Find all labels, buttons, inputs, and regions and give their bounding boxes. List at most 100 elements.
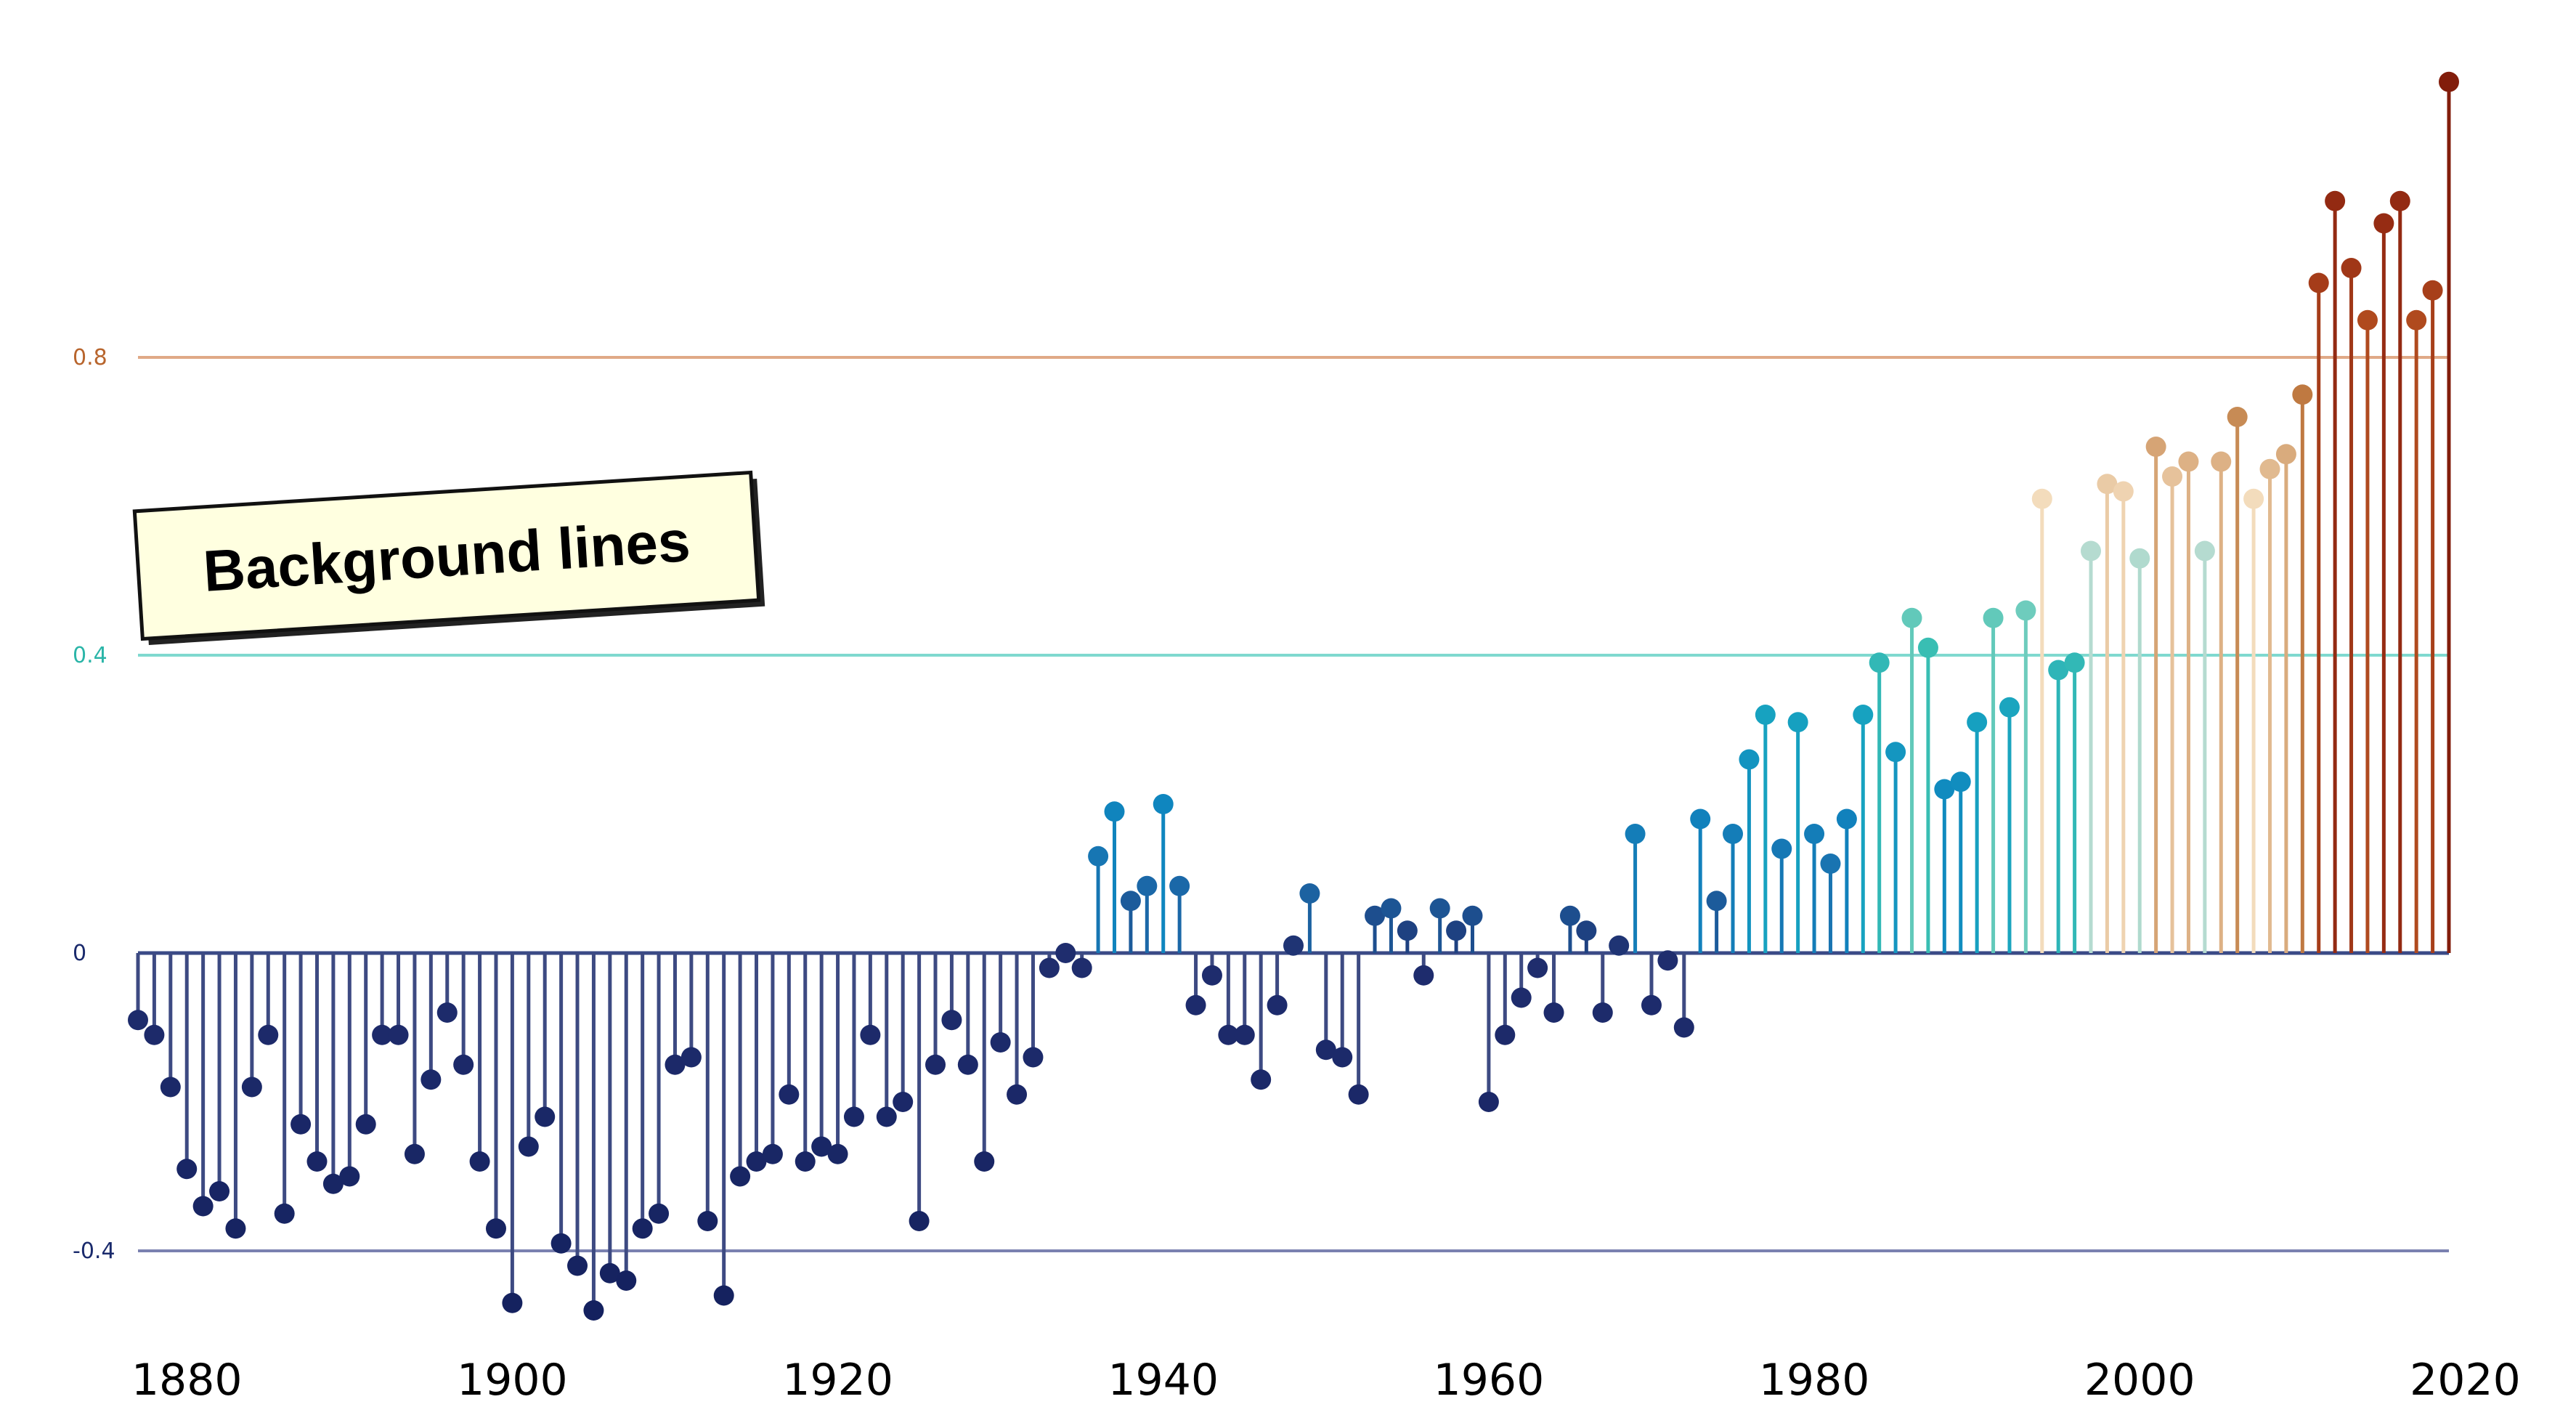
data-point [502, 1292, 523, 1313]
data-point [1104, 801, 1125, 822]
data-point [274, 1203, 295, 1224]
data-point [1967, 712, 1988, 733]
data-point [665, 1054, 686, 1075]
data-point [1120, 891, 1141, 912]
data-point [2178, 451, 2199, 472]
data-point [404, 1143, 425, 1164]
y-tick-label: 0.4 [73, 643, 107, 668]
data-point [1917, 637, 1938, 658]
data-point [2227, 407, 2248, 427]
data-point [306, 1151, 328, 1172]
data-point [925, 1054, 946, 1075]
data-point [518, 1136, 539, 1157]
data-point [909, 1211, 930, 1231]
data-point [2308, 272, 2329, 293]
data-point [209, 1181, 230, 1201]
data-point [290, 1114, 312, 1135]
data-point [1299, 883, 1320, 904]
data-point [1071, 957, 1092, 978]
data-point [2097, 474, 2118, 495]
data-point [1739, 749, 1760, 770]
data-point [1673, 1017, 1694, 1038]
data-point [2275, 444, 2296, 465]
data-point [876, 1106, 897, 1127]
data-point [697, 1211, 718, 1231]
data-point [241, 1077, 262, 1098]
data-point [974, 1151, 995, 1172]
data-point [1983, 607, 2004, 628]
points [128, 71, 2459, 1321]
data-point [1381, 898, 1402, 919]
data-point [1413, 965, 1434, 986]
data-point [2373, 213, 2394, 234]
data-point [1169, 875, 1190, 896]
data-point [941, 1010, 962, 1031]
data-point [1559, 905, 1580, 926]
data-point [1365, 905, 1386, 926]
data-point [1592, 1002, 1613, 1023]
data-point [2357, 309, 2378, 331]
data-point [1023, 1047, 1044, 1068]
data-point [893, 1092, 914, 1112]
x-tick-label: 1900 [457, 1355, 568, 1406]
data-point [1657, 950, 1678, 971]
x-tick-label: 1940 [1108, 1355, 1219, 1406]
data-point [1576, 920, 1597, 941]
data-point [469, 1151, 490, 1172]
data-point [2243, 488, 2264, 509]
y-tick-label: 0 [73, 941, 86, 966]
data-point [128, 1010, 148, 1031]
data-point [1690, 808, 1711, 830]
data-point [436, 1002, 458, 1023]
data-point [1820, 854, 1841, 874]
data-point [1787, 712, 1808, 733]
data-point [1348, 1084, 1369, 1105]
y-tick-label: -0.4 [73, 1238, 115, 1264]
data-point [1251, 1069, 1272, 1090]
data-point [322, 1173, 344, 1194]
data-point [2129, 548, 2150, 569]
stems [136, 81, 2451, 1310]
data-point [1055, 943, 1076, 963]
data-point [1462, 905, 1483, 926]
data-point [1201, 965, 1222, 986]
data-point [2211, 451, 2232, 472]
data-point [225, 1218, 246, 1239]
data-point [1137, 875, 1158, 896]
data-point [1234, 1024, 1255, 1045]
data-point [1088, 846, 1109, 867]
data-point [2145, 437, 2166, 457]
data-point [2162, 466, 2183, 487]
data-point [843, 1106, 864, 1127]
data-point [616, 1270, 637, 1291]
data-point [355, 1114, 376, 1135]
data-point [649, 1203, 670, 1224]
data-point [2113, 481, 2134, 502]
data-point [1723, 824, 1744, 844]
data-point [1755, 705, 1776, 725]
data-point [680, 1047, 702, 1068]
data-point [957, 1054, 978, 1075]
data-point [1901, 607, 1922, 628]
data-point [1950, 771, 1971, 792]
data-point [550, 1233, 572, 1254]
data-point [1641, 994, 1662, 1015]
data-point [1218, 1024, 1239, 1045]
data-point [1999, 697, 2020, 718]
data-point [730, 1166, 751, 1187]
data-point [583, 1300, 604, 1321]
data-point [1007, 1084, 1028, 1105]
data-point [339, 1166, 360, 1187]
data-point [1625, 824, 1646, 844]
data-point [1885, 742, 1906, 763]
data-point [1397, 920, 1418, 941]
data-point [632, 1218, 653, 1239]
data-point [2389, 190, 2410, 211]
data-point [1332, 1047, 1353, 1068]
data-point [420, 1069, 442, 1090]
background-lines [138, 356, 2449, 1252]
data-point [1804, 824, 1825, 844]
data-point [535, 1106, 556, 1127]
data-point [1706, 891, 1727, 912]
